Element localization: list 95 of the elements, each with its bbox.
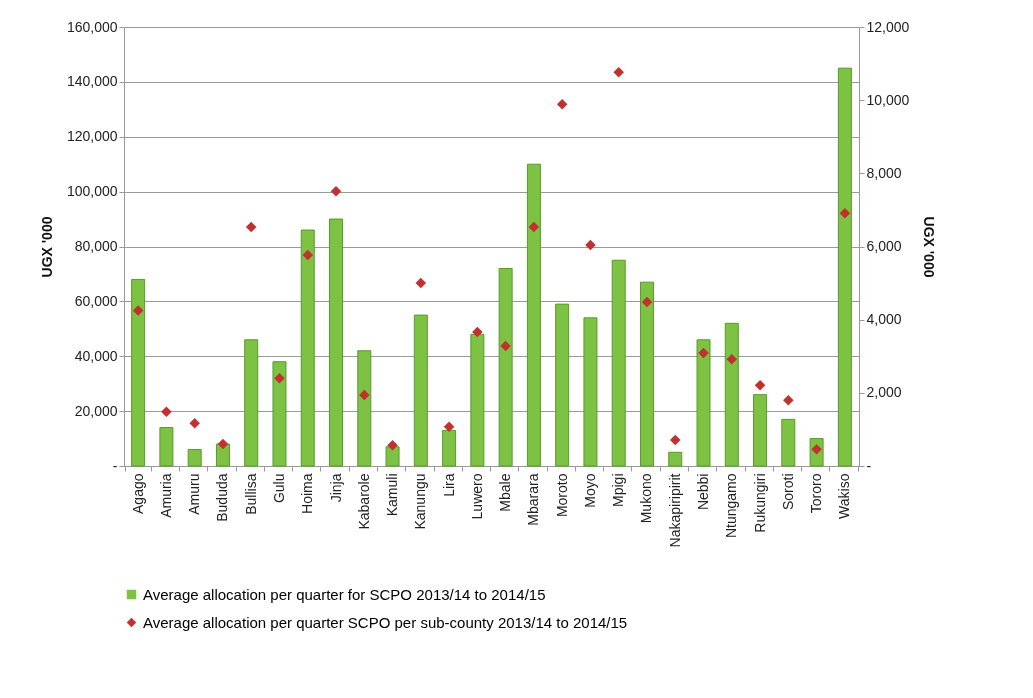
x-tick-label: Mpigi: [610, 473, 627, 507]
point: [415, 277, 427, 289]
y-tick-label: 80,000: [74, 238, 118, 254]
x-tick-label: Gulu: [270, 473, 287, 504]
x-tick-label: Mbarara: [525, 473, 542, 526]
point: [500, 340, 511, 352]
bar: [442, 429, 457, 467]
y2-axis-title: UGX '000: [921, 216, 938, 278]
bar: [555, 303, 570, 467]
y-tick-label: 140,000: [66, 73, 118, 90]
x-tick-label: Nebbi: [695, 473, 712, 511]
point: [613, 67, 624, 78]
point: [698, 347, 709, 359]
bar: [753, 394, 768, 467]
x-tick-label: Moyo: [581, 473, 598, 508]
y2-tick-label: 2,000: [866, 384, 902, 401]
x-tick-label: Amuru: [186, 473, 203, 515]
x-tick-label: Nakapiripirit: [666, 473, 683, 548]
x-tick-label: Luwero: [468, 473, 485, 520]
y2-tick-label: 4,000: [866, 311, 902, 328]
x-tick-label: Kanungu: [412, 473, 429, 530]
x-tick-label: Ntungamo: [723, 473, 740, 539]
x-tick-label: Bududa: [214, 473, 231, 522]
y-tick-label: 40,000: [74, 347, 118, 364]
bar: [131, 278, 146, 467]
point: [387, 439, 398, 451]
point: [274, 372, 285, 384]
point: [443, 421, 455, 433]
bar: [272, 361, 287, 467]
x-tick-label: Amuria: [157, 473, 174, 518]
bar: [696, 339, 711, 467]
bar: [357, 350, 372, 467]
y-tick-label: 60,000: [74, 292, 118, 309]
bar: [837, 67, 852, 467]
y2-tick-label: -: [866, 457, 872, 474]
x-tick-label: Tororo: [808, 473, 825, 514]
point: [783, 394, 794, 406]
x-tick-label: Lira: [440, 473, 457, 497]
bar: [583, 317, 598, 467]
bar: [159, 427, 174, 467]
y-tick-label: 160,000: [66, 18, 118, 35]
bar: [724, 322, 739, 467]
y-tick-label: 20,000: [74, 402, 118, 419]
bar: [470, 333, 485, 467]
y-axis-title: UGX '000: [38, 216, 55, 278]
point: [670, 434, 681, 446]
bar: [611, 259, 626, 467]
x-tick-label: Rukungiri: [751, 473, 768, 533]
bar: [781, 418, 796, 467]
legend-label: Average allocation per quarter for SCPO 2013/14 to 2014/15: [143, 585, 546, 603]
y2-tick-label: 10,000: [866, 91, 910, 108]
x-tick-label: Jinja: [327, 473, 344, 503]
point: [754, 379, 766, 391]
point: [302, 249, 313, 261]
bar: [187, 449, 202, 467]
legend-label: Average allocation per quarter SCPO per sub-county 2013/14 to 2014/15: [143, 613, 628, 631]
point: [132, 305, 144, 316]
point: [556, 98, 568, 110]
x-tick-label: Wakiso: [836, 473, 853, 519]
bar: [668, 451, 683, 467]
y-tick-label: 100,000: [66, 183, 118, 200]
point: [472, 326, 483, 338]
point: [245, 221, 257, 233]
point: [641, 296, 653, 308]
x-tick-label: Hoima: [299, 473, 316, 514]
y-tick-label: 120,000: [66, 128, 118, 145]
bar: [498, 267, 513, 467]
bar: [526, 163, 541, 467]
bar: [639, 281, 654, 467]
point: [330, 186, 342, 197]
point: [189, 417, 200, 429]
point: [161, 406, 172, 418]
bar: [329, 218, 344, 467]
y2-tick-label: 6,000: [866, 238, 902, 254]
point: [726, 353, 738, 365]
y2-tick-label: 8,000: [866, 164, 902, 181]
x-tick-label: Bullisa: [242, 473, 259, 515]
y2-tick-label: 12,000: [866, 18, 910, 35]
x-tick-label: Agago: [129, 473, 146, 514]
x-tick-label: Moroto: [553, 473, 570, 518]
x-tick-label: Mbale: [497, 473, 514, 512]
point: [528, 221, 540, 233]
x-tick-label: Mukono: [638, 473, 655, 524]
point: [585, 239, 596, 251]
x-tick-label: Kamuli: [384, 473, 401, 517]
bar: [244, 339, 259, 467]
bar: [385, 446, 400, 467]
x-tick-label: Kabarole: [355, 473, 372, 530]
point: [217, 438, 229, 450]
point: [359, 389, 370, 401]
point: [839, 207, 851, 219]
bar: [413, 314, 428, 467]
x-tick-label: Soroti: [779, 473, 796, 511]
bar: [300, 229, 315, 467]
y-tick-label: -: [112, 457, 118, 474]
